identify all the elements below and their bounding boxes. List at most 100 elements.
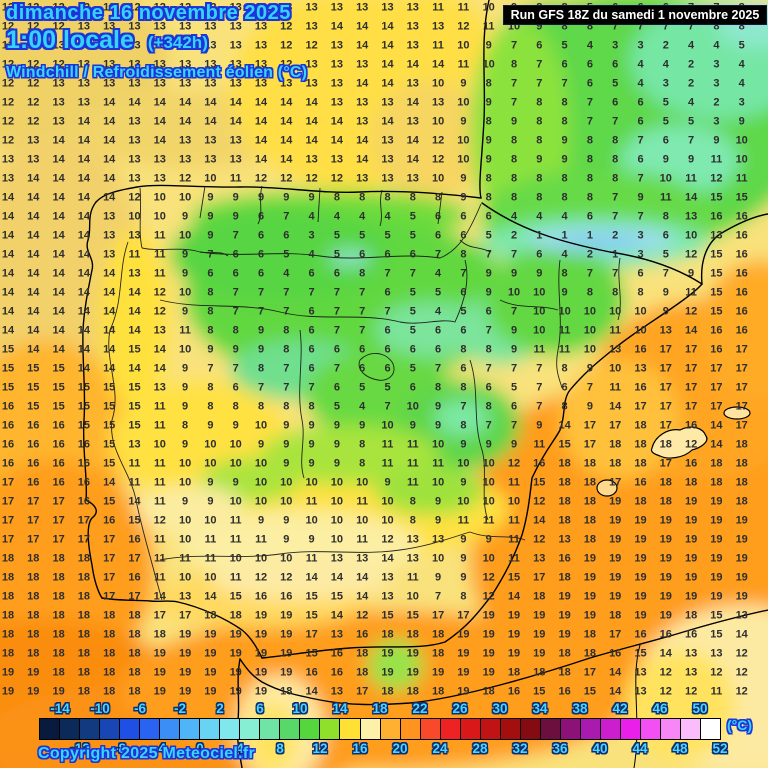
grid-value: 7: [232, 362, 239, 375]
grid-value: 13: [406, 552, 419, 565]
grid-value: 10: [330, 495, 344, 508]
grid-value: 15: [305, 609, 318, 622]
grid-value: 6: [207, 267, 214, 280]
grid-value: 14: [27, 343, 40, 356]
grid-value: 19: [659, 514, 672, 527]
grid-value: 11: [153, 419, 166, 432]
grid-value: 7: [510, 248, 518, 261]
grid-value: 7: [359, 286, 366, 299]
grid-value: 13: [684, 210, 698, 223]
grid-value: 16: [634, 381, 647, 394]
grid-value: 14: [406, 96, 419, 109]
grid-value: 14: [280, 115, 293, 128]
grid-value: 5: [384, 229, 391, 242]
grid-value: 13: [153, 381, 166, 394]
colorbar-cell: [79, 718, 101, 740]
grid-value: 13: [406, 20, 419, 33]
grid-value: 13: [103, 58, 116, 71]
grid-value: 8: [738, 20, 745, 33]
colorbar-tick-label: 32: [512, 741, 528, 756]
grid-value: 3: [637, 248, 644, 261]
colorbar-cell: [59, 718, 81, 740]
grid-value: 14: [27, 229, 40, 242]
grid-value: 19: [583, 590, 597, 603]
colorbar-cell: [39, 718, 61, 740]
grid-value: 9: [460, 571, 467, 584]
grid-value: 15: [128, 419, 141, 432]
grid-value: 14: [77, 343, 91, 356]
grid-value: 16: [735, 210, 748, 223]
grid-value: 10: [735, 153, 748, 166]
grid-value: 10: [482, 58, 495, 71]
grid-value: 13: [381, 571, 394, 584]
grid-value: 19: [609, 495, 622, 508]
grid-value: 14: [103, 362, 116, 375]
grid-value: 19: [406, 647, 419, 660]
grid-value: 11: [685, 172, 697, 185]
grid-value: 8: [359, 191, 366, 204]
grid-value: 6: [510, 400, 518, 413]
grid-value: 18: [27, 571, 40, 584]
grid-value: 19: [609, 533, 622, 546]
grid-value: 19: [710, 495, 723, 508]
grid-value: 9: [207, 229, 214, 242]
grid-value: 9: [207, 419, 214, 432]
grid-value: 17: [710, 381, 723, 394]
grid-value: 11: [255, 533, 267, 546]
grid-value: 14: [305, 685, 318, 698]
grid-value: 9: [182, 438, 189, 451]
grid-value: 11: [153, 457, 166, 470]
grid-value: 18: [77, 552, 91, 565]
grid-value: 13: [254, 39, 268, 52]
grid-value: 10: [507, 20, 521, 33]
grid-value: 19: [634, 571, 647, 584]
grid-value: 5: [662, 248, 669, 261]
grid-value: 8: [713, 20, 720, 33]
grid-value: 6: [460, 362, 467, 375]
grid-value: 15: [1, 362, 15, 375]
grid-value: 13: [305, 20, 318, 33]
grid-value: 9: [460, 172, 467, 185]
grid-value: 7: [637, 210, 644, 223]
grid-value: 4: [637, 77, 644, 90]
grid-value: 12: [533, 533, 546, 546]
grid-value: 7: [232, 305, 239, 318]
grid-value: 4: [435, 267, 442, 280]
grid-value: 13: [330, 39, 344, 52]
colorbar-tick-label: 48: [672, 741, 688, 756]
grid-value: 14: [178, 115, 192, 128]
grid-value: 11: [381, 457, 394, 470]
grid-value: 11: [153, 571, 166, 584]
grid-value: 13: [77, 77, 91, 90]
grid-value: 12: [1, 77, 15, 90]
grid-value: 14: [128, 324, 141, 337]
grid-value: 11: [153, 248, 166, 261]
grid-value: 9: [333, 438, 340, 451]
grid-value: 17: [1, 495, 15, 508]
colorbar-cell: [639, 718, 661, 740]
grid-value: 18: [204, 609, 217, 622]
grid-value: 13: [381, 1, 394, 14]
admin-borders: [108, 185, 621, 601]
colorbar-cell: [139, 718, 161, 740]
grid-value: 19: [659, 609, 672, 622]
grid-value: 10: [229, 495, 242, 508]
grid-value: 19: [27, 685, 40, 698]
grid-value: 3: [713, 58, 720, 71]
grid-value: 11: [457, 1, 470, 14]
grid-value: 10: [431, 115, 445, 128]
grid-value: 14: [533, 514, 546, 527]
grid-value: 17: [659, 343, 672, 356]
grid-value: 10: [254, 419, 268, 432]
grid-value: 12: [710, 666, 723, 679]
colorbar-tick-label: 44: [632, 741, 648, 756]
grid-value: 4: [308, 248, 315, 261]
grid-value: 8: [207, 381, 214, 394]
grid-value: 7: [435, 590, 442, 603]
grid-value: 4: [283, 267, 290, 280]
grid-value: 18: [659, 438, 672, 451]
grid-value: 7: [612, 115, 619, 128]
grid-value: 7: [359, 324, 366, 337]
grid-value: 18: [735, 457, 748, 470]
grid-value: 19: [254, 685, 268, 698]
